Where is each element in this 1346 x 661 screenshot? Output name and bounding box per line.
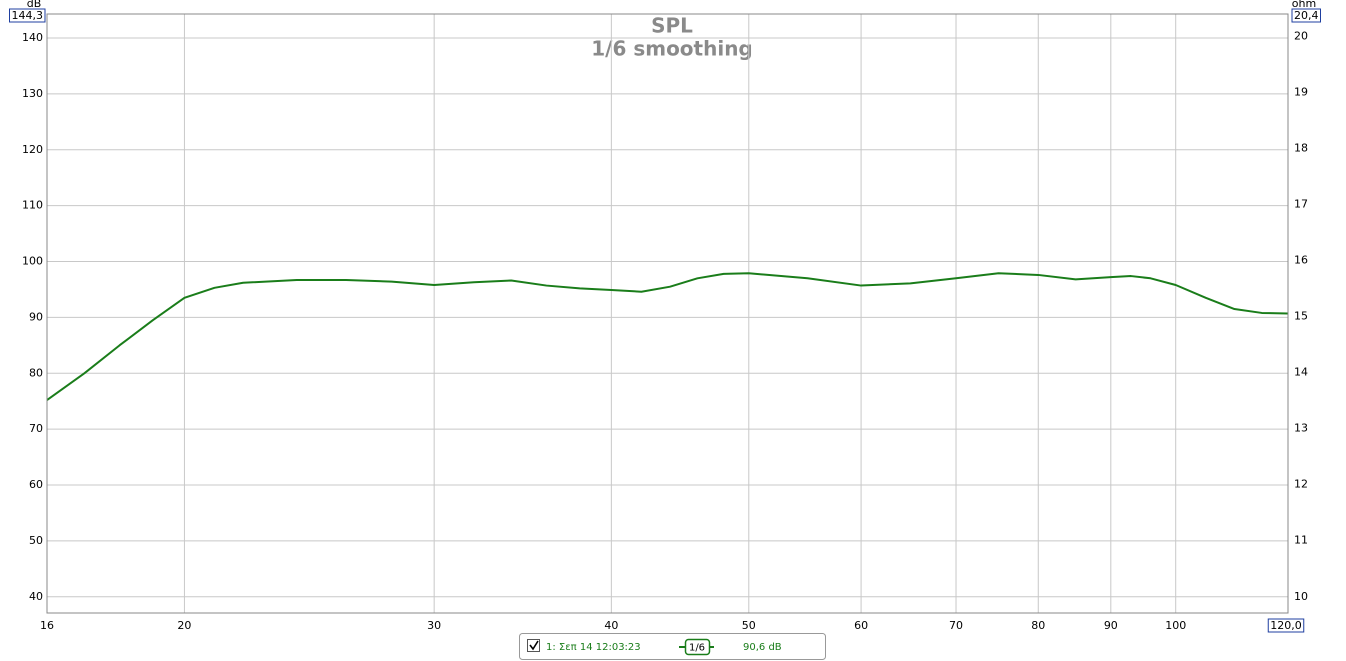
- y-axis-label: dB: [27, 0, 42, 10]
- x-tick-label: 100: [1165, 619, 1186, 632]
- y-tick-label: 130: [22, 87, 43, 100]
- y2-axis-label: ohm: [1292, 0, 1316, 10]
- checkmark: [529, 640, 539, 651]
- y-tick-label: 90: [29, 310, 43, 323]
- series-line: [46, 272, 1289, 401]
- y-limit-label-box: [9, 8, 46, 23]
- x-tick-label: 50: [742, 619, 756, 632]
- x-tick-label: 30: [427, 619, 441, 632]
- smoothing-badge[interactable]: [684, 638, 711, 656]
- x-tick-label: 60: [854, 619, 868, 632]
- y-tick-label: 50: [29, 534, 43, 547]
- y2-tick-label: 20: [1294, 29, 1308, 42]
- x-tick-label: 70: [949, 619, 963, 632]
- legend-box: [519, 633, 826, 660]
- plot-frame: [46, 13, 1289, 614]
- y2-limit-label-box: [1291, 8, 1321, 23]
- x-limit-label: 120,0: [1270, 619, 1302, 632]
- cursor-value: 90,6 dB: [743, 642, 782, 653]
- y-tick-label: 80: [29, 366, 43, 379]
- y2-tick-label: 18: [1294, 141, 1308, 154]
- x-tick-label: 16: [40, 619, 54, 632]
- y-tick-label: 120: [22, 143, 43, 156]
- chart-subtitle: 1/6 smoothing: [591, 37, 753, 61]
- x-tick-label: 40: [604, 619, 618, 632]
- x-tick-label: 90: [1104, 619, 1118, 632]
- y-tick-label: 60: [29, 478, 43, 491]
- y2-tick-label: 11: [1294, 534, 1308, 547]
- x-tick-label: 20: [177, 619, 191, 632]
- y2-tick-label: 12: [1294, 478, 1308, 491]
- x-limit-label-box: [1267, 618, 1305, 633]
- chart-title: SPL: [651, 14, 693, 38]
- y2-tick-label: 17: [1294, 198, 1308, 211]
- y-limit-label: 144,3: [12, 9, 44, 22]
- x-tick-label: 80: [1031, 619, 1045, 632]
- legend-entry[interactable]: 1: Σεπ 14 12:03:23: [546, 642, 641, 653]
- y-tick-label: 140: [22, 31, 43, 44]
- y2-tick-label: 13: [1294, 422, 1308, 435]
- y2-tick-label: 19: [1294, 85, 1308, 98]
- plot-frame: [46, 13, 1289, 614]
- legend: 1: Σεπ 14 12:03:23 1/6 90,6 dB: [519, 633, 826, 660]
- y-tick-label: 40: [29, 590, 43, 603]
- smoothing-label: 1/6: [689, 643, 705, 654]
- y2-tick-label: 10: [1294, 590, 1308, 603]
- y2-tick-label: 14: [1294, 366, 1308, 379]
- y2-tick-label: 15: [1294, 310, 1308, 323]
- y-tick-label: 100: [22, 255, 43, 268]
- y-tick-label: 70: [29, 422, 43, 435]
- y2-tick-label: 16: [1294, 254, 1308, 267]
- y-tick-label: 110: [22, 199, 43, 212]
- y2-limit-label: 20,4: [1294, 9, 1319, 22]
